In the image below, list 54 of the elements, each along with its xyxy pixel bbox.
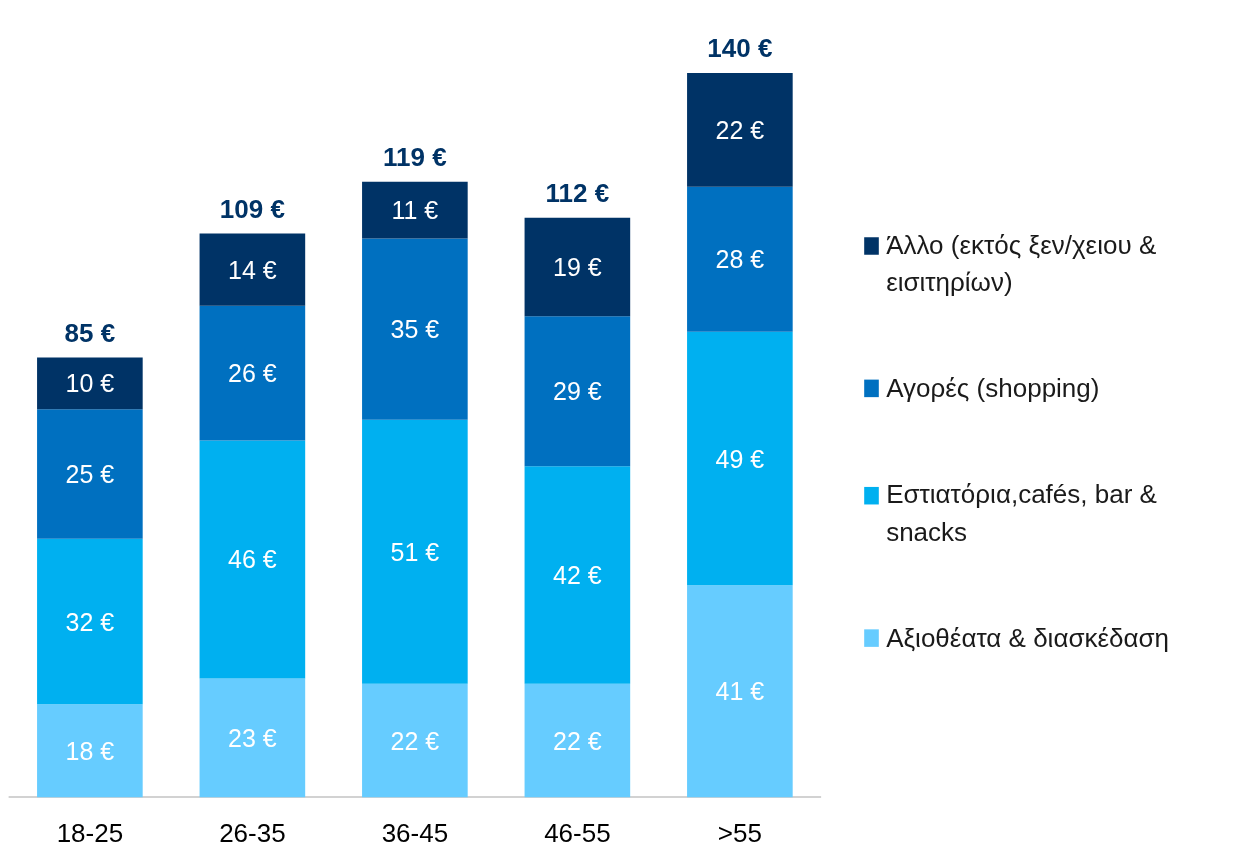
data-label: 22 € <box>715 115 765 144</box>
bar <box>199 305 306 441</box>
bar <box>687 186 793 332</box>
data-label: 14 € <box>228 255 277 284</box>
data-label: 19 € <box>553 253 602 282</box>
data-label: 51 € <box>390 537 440 566</box>
legend-label: Αξιοθέατα & διασκέδαση <box>886 623 1170 654</box>
data-label: 46 € <box>228 545 277 574</box>
bar <box>199 233 306 306</box>
x-tick-label: >55 <box>717 817 762 848</box>
data-label: 42 € <box>553 560 602 589</box>
data-label: 18 € <box>65 736 115 765</box>
x-tick-label: 46-55 <box>544 817 611 848</box>
bar <box>362 683 468 798</box>
bar <box>687 72 793 187</box>
bar <box>524 683 631 798</box>
data-label: 28 € <box>715 245 765 274</box>
bar <box>687 331 793 586</box>
total-label: 140 € <box>707 33 773 64</box>
data-label: 41 € <box>715 677 765 706</box>
legend-label: Εστιατόρια,cafés, bar & snacks <box>886 479 1157 547</box>
bar <box>37 538 143 705</box>
data-label: 10 € <box>65 369 115 398</box>
bar <box>199 440 306 679</box>
x-tick-label: 18-25 <box>56 817 124 848</box>
total-label: 112 € <box>545 178 610 209</box>
legend-label: Άλλο (εκτός ξεν/χειου & εισιτηρίων) <box>886 229 1157 298</box>
bar <box>37 357 143 410</box>
bar <box>37 704 143 798</box>
bar <box>524 316 631 467</box>
data-label: 23 € <box>228 723 277 752</box>
data-label: 26 € <box>228 359 277 388</box>
bar <box>362 238 468 420</box>
data-label: 11 € <box>391 196 439 225</box>
bar <box>524 217 631 317</box>
data-label: 35 € <box>390 315 440 344</box>
total-label: 85 € <box>64 318 116 349</box>
bar <box>37 409 143 539</box>
bar <box>199 678 306 798</box>
data-label: 25 € <box>65 460 115 489</box>
x-tick-label: 36-45 <box>381 817 449 848</box>
total-label: 109 € <box>219 193 285 224</box>
bar <box>362 181 468 239</box>
data-label: 29 € <box>553 377 602 406</box>
bar <box>687 585 793 798</box>
bar <box>362 419 468 684</box>
data-label: 32 € <box>65 607 115 636</box>
total-label: 119 € <box>383 142 447 173</box>
x-tick-label: 26-35 <box>219 817 286 848</box>
data-label: 49 € <box>715 444 765 473</box>
bar <box>524 466 631 684</box>
data-label: 22 € <box>390 726 440 755</box>
data-label: 22 € <box>553 726 602 755</box>
legend-label: Αγορές (shopping) <box>886 373 1100 404</box>
